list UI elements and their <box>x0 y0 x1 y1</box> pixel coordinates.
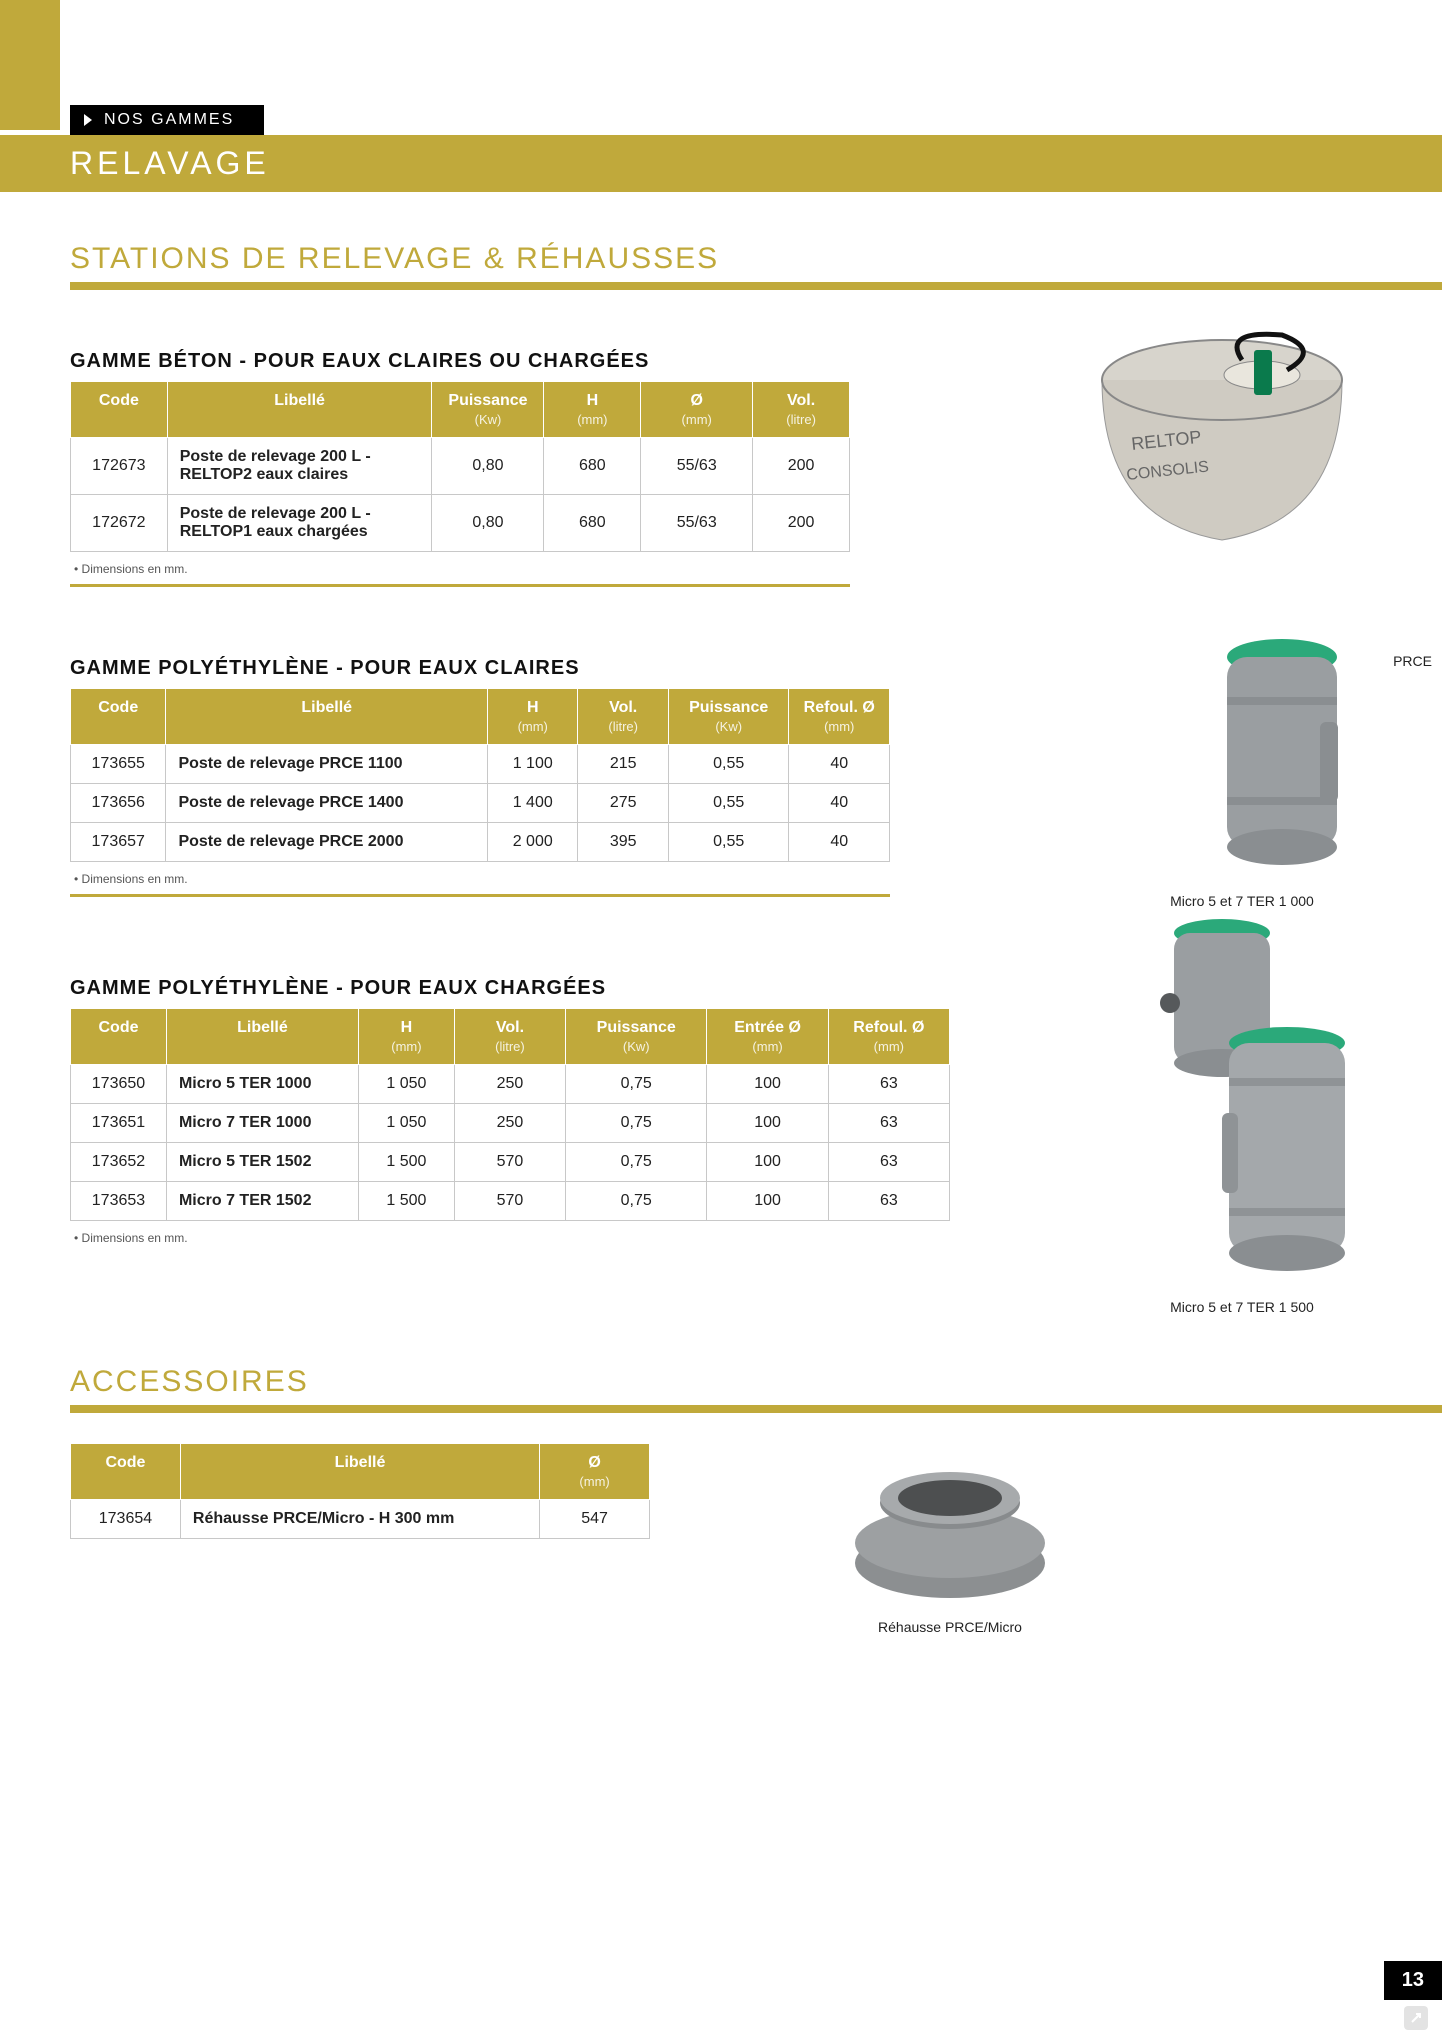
ter-photo: Micro 5 et 7 TER 1 000 <box>1112 887 1372 1315</box>
table-row: 173650 Micro 5 TER 1000 1 050 250 0,75 1… <box>71 1065 950 1104</box>
col-libelle: Libellé <box>167 382 432 438</box>
corner-icon <box>1402 2004 1430 2032</box>
page-band: RELAVAGE <box>0 135 1442 192</box>
table-row: 173654 Réhausse PRCE/Micro - H 300 mm 54… <box>71 1500 650 1539</box>
section-title-stations: STATIONS DE RELEVAGE & RÉHAUSSES <box>70 242 1372 276</box>
table-row: 173652 Micro 5 TER 1502 1 500 570 0,75 1… <box>71 1143 950 1182</box>
section-underline <box>70 282 1442 290</box>
triangle-icon <box>84 114 92 126</box>
ter-title: GAMME POLYÉTHYLÈNE - POUR EAUX CHARGÉES <box>70 977 1082 1000</box>
left-olive-strip <box>0 0 60 130</box>
col-dia: Ø(mm) <box>641 382 753 438</box>
table-row: 173653 Micro 7 TER 1502 1 500 570 0,75 1… <box>71 1182 950 1221</box>
table-row: 172672 Poste de relevage 200 L - RELTOP1… <box>71 495 850 552</box>
ter-rows: 173650 Micro 5 TER 1000 1 050 250 0,75 1… <box>71 1065 950 1221</box>
col-code: Code <box>71 382 168 438</box>
ter-note: Dimensions en mm. <box>74 1231 1082 1245</box>
prce-photo: PRCE <box>1192 627 1372 887</box>
prce-caption: PRCE <box>1393 653 1432 669</box>
section-title-accessoires: ACCESSOIRES <box>70 1365 1372 1399</box>
accessoires-underline <box>70 1405 1442 1413</box>
ter-table: Code Libellé H(mm) Vol.(litre) Puissance… <box>70 1008 950 1221</box>
beton-table: Code Libellé Puissance(Kw) H(mm) Ø(mm) V… <box>70 381 850 552</box>
col-puissance: Puissance(Kw) <box>432 382 544 438</box>
prce-rows: 173655 Poste de relevage PRCE 1100 1 100… <box>71 745 890 862</box>
category-tag-label: NOS GAMMES <box>104 111 234 129</box>
prce-bottom-rule <box>70 894 890 897</box>
col-vol: Vol.(litre) <box>753 382 850 438</box>
category-tag: NOS GAMMES <box>70 105 264 135</box>
prce-table: Code Libellé H(mm) Vol.(litre) Puissance… <box>70 688 890 862</box>
table-row: 173657 Poste de relevage PRCE 2000 2 000… <box>71 823 890 862</box>
prce-title: GAMME POLYÉTHYLÈNE - POUR EAUX CLAIRES <box>70 657 1162 680</box>
accessoires-caption: Réhausse PRCE/Micro <box>878 1619 1022 1635</box>
table-row: 172673 Poste de relevage 200 L - RELTOP2… <box>71 438 850 495</box>
prce-note: Dimensions en mm. <box>74 872 1162 886</box>
col-h: H(mm) <box>544 382 641 438</box>
accessoires-rows: 173654 Réhausse PRCE/Micro - H 300 mm 54… <box>71 1500 650 1539</box>
accessoires-table: Code Libellé Ø(mm) 173654 Réhausse PRCE/… <box>70 1443 650 1539</box>
beton-rows: 172673 Poste de relevage 200 L - RELTOP2… <box>71 438 850 552</box>
accessoires-photo: Réhausse PRCE/Micro <box>840 1443 1060 1635</box>
ter-caption-top: Micro 5 et 7 TER 1 000 <box>1170 893 1314 909</box>
table-row: 173655 Poste de relevage PRCE 1100 1 100… <box>71 745 890 784</box>
table-row: 173656 Poste de relevage PRCE 1400 1 400… <box>71 784 890 823</box>
page-number: 13 <box>1384 1961 1442 2000</box>
beton-title: GAMME BÉTON - POUR EAUX CLAIRES OU CHARG… <box>70 350 1042 373</box>
table-row: 173651 Micro 7 TER 1000 1 050 250 0,75 1… <box>71 1104 950 1143</box>
page-band-label: RELAVAGE <box>0 145 270 181</box>
beton-bottom-rule <box>70 584 850 587</box>
beton-note: Dimensions en mm. <box>74 562 1042 576</box>
ter-caption-bottom: Micro 5 et 7 TER 1 500 <box>1170 1299 1314 1315</box>
beton-photo: RELTOP CONSOLIS <box>1072 320 1372 570</box>
